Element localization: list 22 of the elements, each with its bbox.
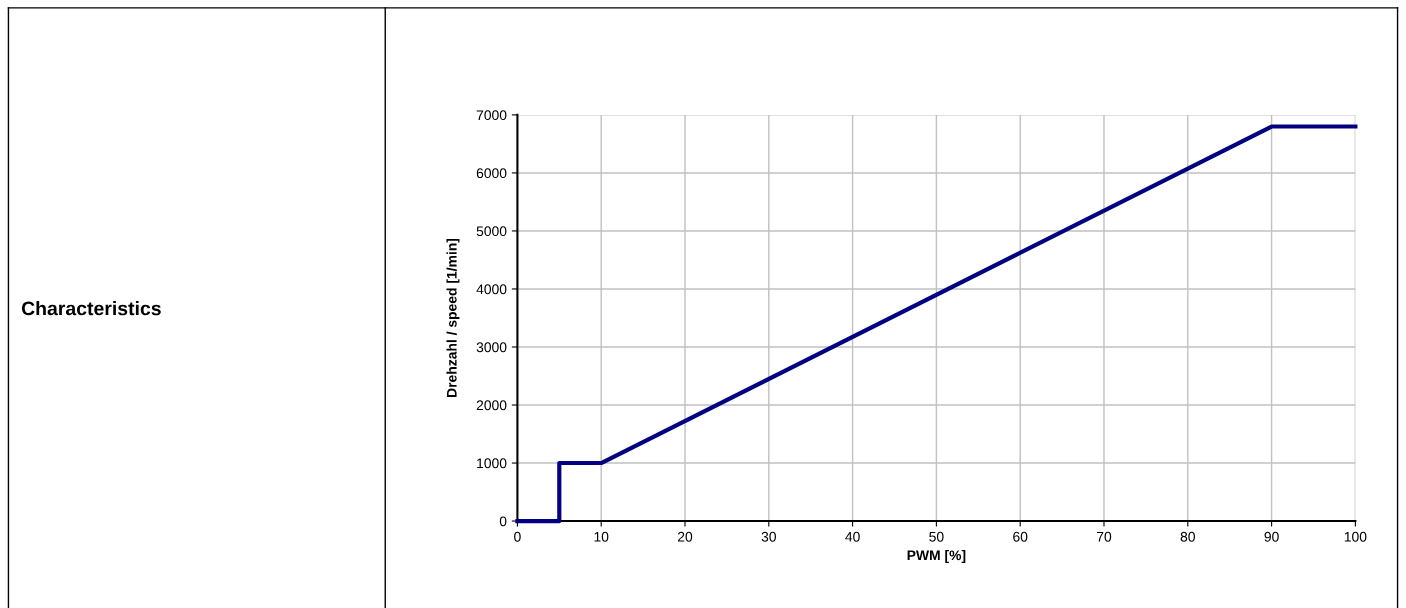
x-tick-label: 60 bbox=[1013, 531, 1028, 542]
x-tick-label: 40 bbox=[845, 531, 860, 542]
x-tick-label: 50 bbox=[929, 531, 944, 542]
y-tick-label: 5000 bbox=[476, 226, 507, 237]
y-tick-label: 2000 bbox=[476, 400, 507, 411]
x-axis-title: PWM [%] bbox=[907, 549, 966, 563]
y-axis-title: Drehzahl / speed [1/min] bbox=[446, 238, 460, 397]
x-tick-label: 20 bbox=[677, 531, 693, 542]
x-tick-label: 80 bbox=[1180, 531, 1195, 542]
y-tick-label: 4000 bbox=[476, 284, 507, 295]
x-tick-label: 70 bbox=[1096, 531, 1112, 542]
y-tick-label: 1000 bbox=[477, 458, 507, 469]
x-tick-label: 100 bbox=[1344, 531, 1367, 542]
x-tick-label: 30 bbox=[761, 531, 776, 542]
y-tick-label: 6000 bbox=[476, 168, 507, 179]
text: Characteristics bbox=[21, 301, 161, 316]
x-tick-label: 0 bbox=[514, 531, 521, 542]
x-tick-label: 10 bbox=[594, 531, 609, 542]
y-tick-label: 0 bbox=[499, 516, 507, 527]
y-tick-label: 7000 bbox=[476, 110, 507, 121]
x-tick-label: 90 bbox=[1264, 531, 1279, 542]
y-tick-label: 3000 bbox=[476, 342, 507, 353]
